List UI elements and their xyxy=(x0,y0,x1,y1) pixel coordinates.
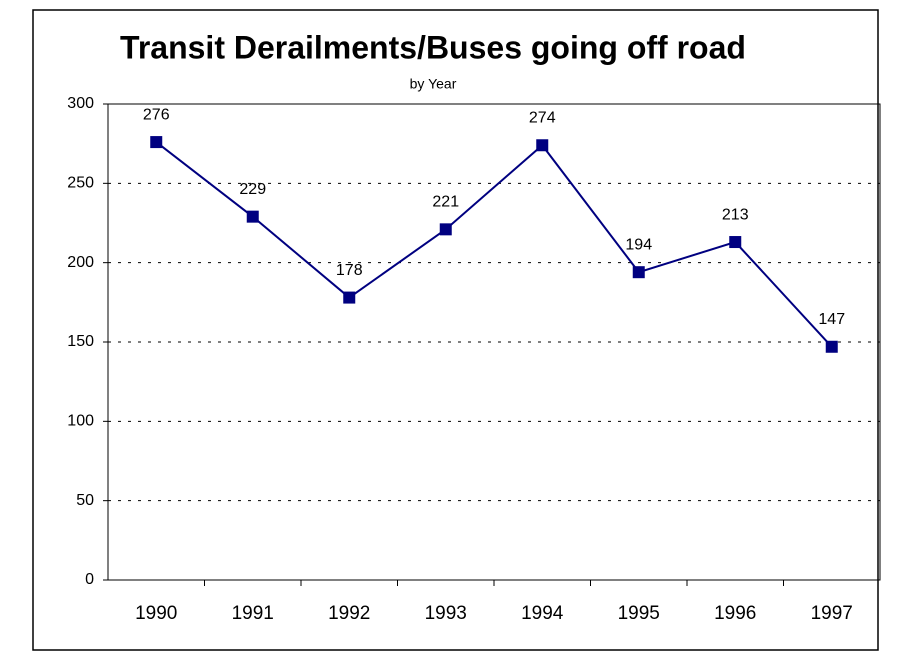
marker xyxy=(632,266,645,279)
marker xyxy=(150,136,163,149)
data-label: 213 xyxy=(722,206,749,223)
chart-border xyxy=(32,9,879,651)
y-tick-label: 300 xyxy=(67,95,94,112)
data-label: 194 xyxy=(625,236,652,253)
data-label: 276 xyxy=(143,106,170,123)
marker xyxy=(343,291,356,304)
x-tick-label: 1996 xyxy=(714,603,756,624)
x-tick-label: 1997 xyxy=(811,603,853,624)
x-tick-label: 1993 xyxy=(425,603,467,624)
data-label: 229 xyxy=(239,181,266,198)
data-label: 147 xyxy=(818,311,845,328)
y-tick-label: 100 xyxy=(67,413,94,430)
data-label: 274 xyxy=(529,109,556,126)
y-tick-label: 0 xyxy=(85,571,94,588)
data-label: 221 xyxy=(432,194,459,211)
y-tick-label: 200 xyxy=(67,254,94,271)
x-tick-label: 1992 xyxy=(328,603,370,624)
data-label: 178 xyxy=(336,262,363,279)
marker xyxy=(825,340,838,353)
y-tick-label: 50 xyxy=(76,492,94,509)
marker xyxy=(729,236,742,249)
marker xyxy=(246,210,259,223)
x-tick-label: 1994 xyxy=(521,603,564,624)
x-tick-label: 1995 xyxy=(618,603,660,624)
y-tick-label: 150 xyxy=(67,333,94,350)
marker xyxy=(536,139,549,152)
chart-title: Transit Derailments/Buses going off road xyxy=(120,29,746,65)
x-tick-label: 1990 xyxy=(135,603,177,624)
line xyxy=(155,141,833,348)
chart-subtitle: by Year xyxy=(410,76,457,92)
x-tick-label: 1991 xyxy=(232,603,274,624)
y-tick-label: 250 xyxy=(67,175,94,192)
marker xyxy=(439,223,452,236)
